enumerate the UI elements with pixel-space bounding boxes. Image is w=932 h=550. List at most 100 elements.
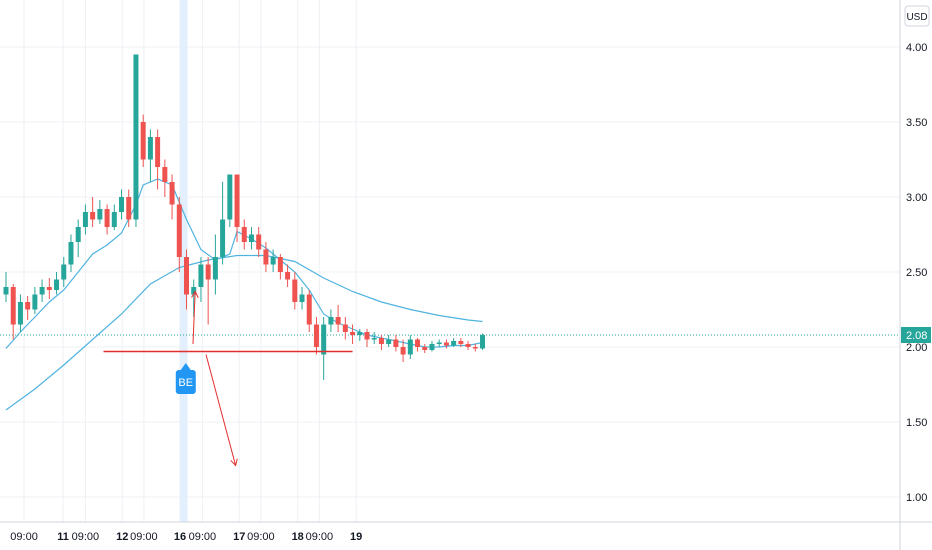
candle-down[interactable] (422, 344, 428, 353)
candle-up[interactable] (3, 272, 9, 302)
candle-up[interactable] (407, 335, 413, 359)
candle-up[interactable] (429, 341, 435, 352)
candle-up[interactable] (54, 272, 60, 295)
candle-down[interactable] (169, 174, 175, 220)
candle-body (429, 344, 435, 350)
candle-up[interactable] (321, 317, 327, 380)
candle-body (162, 167, 168, 182)
drawings[interactable] (103, 290, 353, 467)
candle-down[interactable] (306, 290, 312, 332)
time-tick-label: 09:00 (247, 531, 275, 543)
candle-down[interactable] (155, 129, 161, 190)
candle-body (299, 294, 305, 302)
candle-down[interactable] (400, 339, 406, 363)
candle-down[interactable] (285, 264, 291, 288)
candle-up[interactable] (357, 329, 363, 341)
candle-down[interactable] (104, 204, 110, 235)
last-price-tag[interactable]: 2.08 (901, 327, 931, 343)
candle-down[interactable] (241, 219, 247, 250)
candle-up[interactable] (299, 287, 305, 310)
candle-up[interactable] (220, 182, 226, 265)
candle-down[interactable] (292, 272, 298, 310)
highlight-band (179, 0, 188, 522)
candle-down[interactable] (277, 254, 283, 280)
candle-down[interactable] (46, 278, 52, 299)
candle-up[interactable] (147, 129, 153, 183)
candle-body (184, 257, 189, 295)
candle-down[interactable] (184, 249, 189, 310)
candle-down[interactable] (378, 335, 384, 350)
candle-down[interactable] (335, 305, 341, 332)
candle-body (306, 294, 312, 325)
candle-body (270, 257, 276, 265)
candle-up[interactable] (97, 200, 103, 224)
candle-up[interactable] (191, 279, 197, 318)
candle-up[interactable] (133, 54, 139, 228)
candle-body (32, 294, 38, 310)
candle-up[interactable] (436, 339, 442, 348)
candle-down[interactable] (263, 242, 269, 272)
up-arrow[interactable] (191, 290, 199, 345)
price-axis[interactable]: 4.00 3.50 3.00 2.50 2.00 1.50 1.00 2.08 (899, 0, 931, 550)
candle-down[interactable] (25, 296, 31, 320)
candle-up[interactable] (212, 234, 218, 295)
last-price-tag-label: 2.08 (906, 330, 927, 342)
candle-up[interactable] (386, 335, 392, 347)
candle-up[interactable] (119, 189, 125, 220)
candle-down[interactable] (162, 159, 168, 198)
candle-down[interactable] (176, 197, 182, 272)
candle-body (415, 339, 421, 347)
candle-up[interactable] (61, 257, 67, 287)
candle-body (75, 227, 81, 242)
candle-down[interactable] (10, 284, 16, 340)
candle-up[interactable] (328, 309, 334, 333)
event-marker[interactable]: BE (175, 363, 196, 394)
candle-down[interactable] (458, 338, 464, 347)
candle-body (198, 264, 204, 287)
candle-body (342, 324, 348, 332)
candle-body (465, 344, 471, 347)
candle-up[interactable] (248, 227, 254, 250)
candle-down[interactable] (342, 317, 348, 340)
candle-body (248, 234, 254, 242)
candle-up[interactable] (270, 249, 276, 273)
candle-down[interactable] (415, 338, 421, 352)
candle-up[interactable] (39, 279, 45, 303)
candle-down[interactable] (443, 339, 449, 349)
candle-up[interactable] (82, 204, 88, 235)
candle-down[interactable] (126, 189, 132, 228)
candle-up[interactable] (198, 257, 204, 302)
price-tick-label: 4.00 (906, 42, 927, 54)
down-arrow[interactable] (205, 354, 238, 467)
candle-body (147, 137, 153, 160)
candle-up[interactable] (451, 338, 457, 347)
candle-up[interactable] (75, 219, 81, 258)
marker-box (175, 370, 196, 394)
candle-body (256, 234, 262, 250)
candle-down[interactable] (140, 114, 146, 168)
candle-up[interactable] (17, 294, 23, 333)
candle-down[interactable] (465, 341, 471, 350)
candle-down[interactable] (472, 344, 478, 352)
candle-up[interactable] (480, 333, 486, 351)
candle-down[interactable] (234, 174, 240, 243)
candle-down[interactable] (256, 227, 262, 257)
candle-up[interactable] (32, 287, 38, 314)
candle-up[interactable] (68, 234, 74, 273)
candle-down[interactable] (350, 324, 356, 345)
candle-body (407, 339, 413, 355)
candles[interactable] (3, 54, 486, 381)
candle-down[interactable] (393, 335, 399, 352)
candle-down[interactable] (364, 329, 370, 347)
time-axis[interactable]: 09:00 11 09:00 12 09:00 16 09:00 17 09:00 18 09:00… (0, 521, 932, 543)
candle-up[interactable] (371, 332, 377, 344)
candle-down[interactable] (313, 317, 319, 355)
candle-up[interactable] (111, 204, 117, 231)
candle-body (364, 332, 370, 340)
currency-badge-box (904, 5, 930, 27)
candle-down[interactable] (90, 197, 96, 227)
candle-down[interactable] (205, 257, 211, 325)
currency-badge[interactable]: USD (904, 5, 930, 27)
candle-up[interactable] (227, 174, 233, 228)
